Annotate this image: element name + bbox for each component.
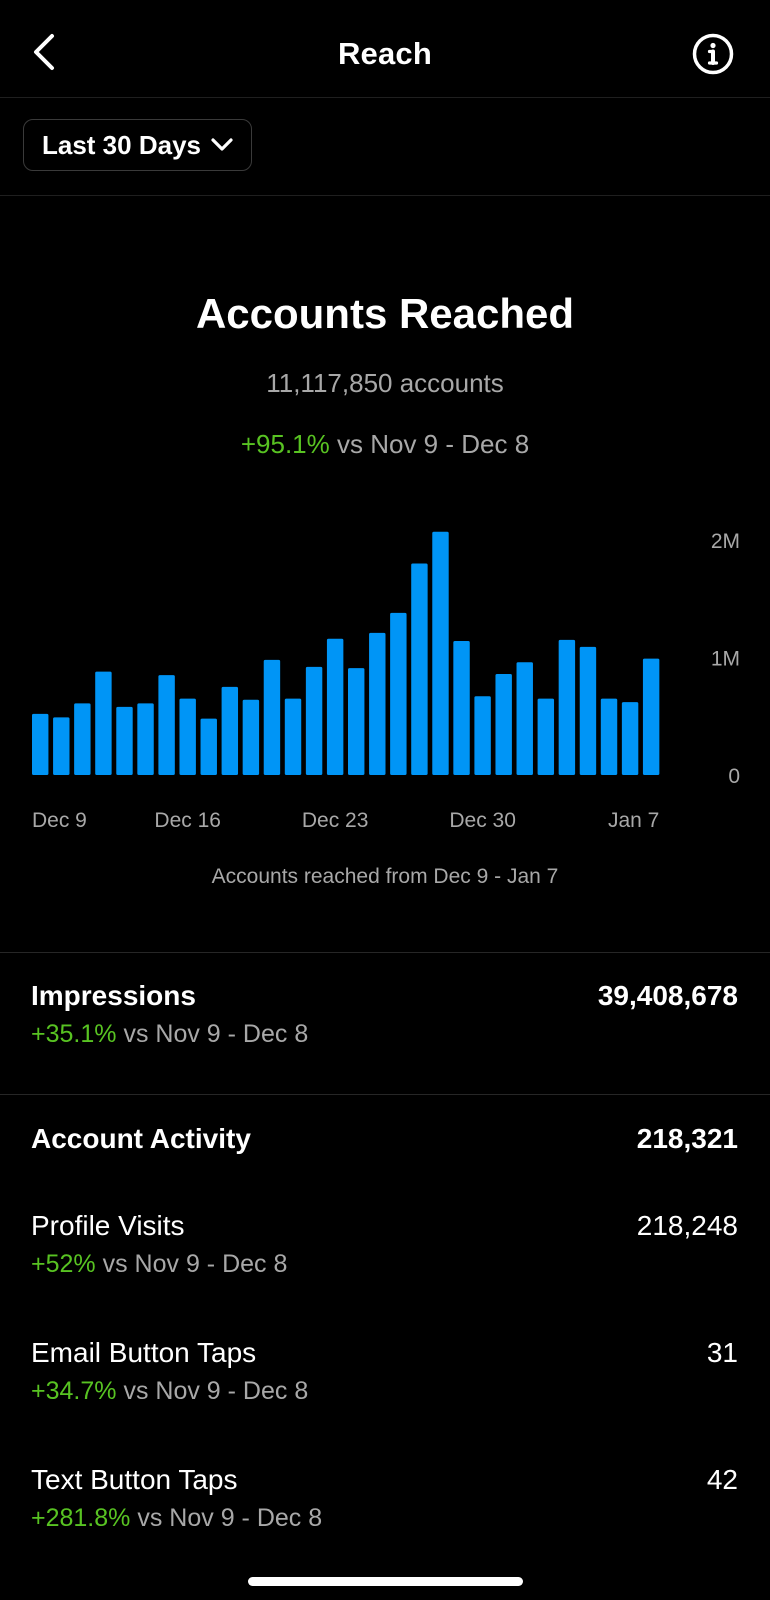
chart-bar[interactable] bbox=[263, 659, 281, 775]
accounts-count: 11,117,850 accounts bbox=[266, 368, 504, 398]
chart-bar[interactable] bbox=[390, 612, 407, 775]
chart-bar[interactable] bbox=[642, 658, 660, 776]
profile-visits-row[interactable]: Profile Visits 218,248 +52% vs Nov 9 - D… bbox=[31, 1210, 738, 1279]
impressions-row[interactable]: Impressions 39,408,678 +35.1% vs Nov 9 -… bbox=[31, 980, 738, 1049]
chart-caption: Accounts reached from Dec 9 - Jan 7 bbox=[211, 865, 559, 888]
y-tick-label: 0 bbox=[728, 765, 740, 788]
chart-bar[interactable] bbox=[221, 686, 239, 776]
change-comparison: vs Nov 9 - Dec 8 bbox=[336, 429, 530, 459]
chart-bar[interactable] bbox=[305, 666, 323, 775]
summary-change: +95.1% vs Nov 9 - Dec 8 bbox=[0, 429, 770, 460]
chart-bar[interactable] bbox=[495, 673, 512, 775]
x-tick-label: Dec 9 bbox=[32, 809, 87, 832]
chart-bar[interactable] bbox=[369, 632, 386, 775]
profile-visits-label: Profile Visits bbox=[31, 1210, 185, 1241]
y-tick-label: 1M bbox=[711, 648, 740, 671]
reach-bar-chart: 2M 1M 0 Dec 9 Dec 16 Dec 23 Dec 30 Jan 7 Accoun… bbox=[0, 520, 770, 900]
x-tick-label: Dec 16 bbox=[154, 809, 221, 832]
chart-bar[interactable] bbox=[179, 698, 196, 776]
divider bbox=[0, 1094, 770, 1095]
email-button-taps-row[interactable]: Email Button Taps 31 +34.7% vs Nov 9 - D… bbox=[31, 1337, 738, 1406]
chart-bar[interactable] bbox=[348, 668, 365, 775]
email-button-taps-change: +34.7% vs Nov 9 - Dec 8 bbox=[31, 1377, 738, 1406]
chart-bar[interactable] bbox=[474, 696, 491, 775]
profile-visits-change: +52% vs Nov 9 - Dec 8 bbox=[31, 1250, 738, 1279]
info-button[interactable] bbox=[692, 33, 734, 75]
date-range-dropdown[interactable]: Last 30 Days bbox=[23, 119, 252, 171]
chart-bar[interactable] bbox=[158, 675, 175, 776]
chart-bar[interactable] bbox=[537, 698, 555, 776]
chart-bar[interactable] bbox=[516, 662, 533, 775]
page-title: Reach bbox=[337, 36, 433, 71]
date-range-label: Last 30 Days bbox=[42, 129, 201, 160]
impressions-value: 39,408,678 bbox=[597, 980, 738, 1011]
x-tick-label: Dec 30 bbox=[449, 809, 516, 832]
email-button-taps-label: Email Button Taps bbox=[31, 1337, 257, 1368]
chart-bar[interactable] bbox=[453, 641, 470, 775]
chart-bar[interactable] bbox=[621, 702, 639, 775]
chart-bar[interactable] bbox=[32, 713, 49, 775]
text-button-taps-change-percent: +281.8% bbox=[31, 1504, 131, 1532]
impressions-change-percent: +35.1% bbox=[31, 1020, 117, 1048]
filter-bar: Last 30 Days bbox=[0, 98, 770, 196]
chevron-down-icon bbox=[211, 138, 233, 151]
text-button-taps-change-comparison: vs Nov 9 - Dec 8 bbox=[137, 1504, 323, 1532]
back-button[interactable] bbox=[28, 30, 68, 74]
chart-bar[interactable] bbox=[432, 531, 449, 775]
info-circle-icon bbox=[692, 33, 734, 75]
email-button-taps-change-percent: +34.7% bbox=[31, 1377, 117, 1405]
account-activity-header: Account Activity 218,321 bbox=[31, 1123, 738, 1155]
text-button-taps-value: 42 bbox=[706, 1464, 738, 1495]
impressions-change: +35.1% vs Nov 9 - Dec 8 bbox=[31, 1020, 738, 1049]
chart-bar[interactable] bbox=[242, 699, 260, 775]
summary-title: Accounts Reached bbox=[195, 290, 575, 337]
chart-bar[interactable] bbox=[600, 698, 618, 776]
account-activity-value: 218,321 bbox=[636, 1123, 738, 1154]
profile-visits-change-percent: +52% bbox=[31, 1250, 96, 1278]
text-button-taps-change: +281.8% vs Nov 9 - Dec 8 bbox=[31, 1504, 738, 1533]
email-button-taps-value: 31 bbox=[706, 1337, 738, 1368]
text-button-taps-row[interactable]: Text Button Taps 42 +281.8% vs Nov 9 - D… bbox=[31, 1464, 738, 1533]
divider bbox=[0, 952, 770, 953]
chart-bar[interactable] bbox=[579, 646, 597, 775]
profile-visits-value: 218,248 bbox=[636, 1210, 738, 1241]
top-nav-bar: Reach bbox=[0, 0, 770, 98]
x-tick-label: Jan 7 bbox=[608, 809, 659, 832]
chevron-left-icon bbox=[34, 34, 54, 70]
profile-visits-change-comparison: vs Nov 9 - Dec 8 bbox=[102, 1250, 288, 1278]
impressions-change-comparison: vs Nov 9 - Dec 8 bbox=[123, 1020, 309, 1048]
chart-bar[interactable] bbox=[326, 638, 344, 775]
chart-bar[interactable] bbox=[411, 563, 428, 776]
change-percent: +95.1% bbox=[240, 429, 330, 459]
chart-bar[interactable] bbox=[116, 706, 133, 775]
chart-svg: 2M 1M 0 Dec 9 Dec 16 Dec 23 Dec 30 Jan 7 bbox=[32, 530, 740, 832]
chart-bar[interactable] bbox=[137, 703, 154, 775]
impressions-label: Impressions bbox=[31, 980, 196, 1011]
email-button-taps-change-comparison: vs Nov 9 - Dec 8 bbox=[123, 1377, 309, 1405]
account-activity-label: Account Activity bbox=[31, 1123, 251, 1154]
text-button-taps-label: Text Button Taps bbox=[31, 1464, 238, 1495]
chart-bar[interactable] bbox=[74, 703, 91, 775]
y-tick-label: 2M bbox=[711, 530, 740, 553]
x-tick-label: Dec 23 bbox=[302, 809, 369, 832]
chart-bar[interactable] bbox=[284, 698, 302, 776]
reach-summary: Accounts Reached 11,117,850 accounts +95… bbox=[0, 196, 770, 460]
home-indicator[interactable] bbox=[248, 1577, 523, 1586]
chart-bar[interactable] bbox=[95, 671, 112, 775]
chart-bar[interactable] bbox=[200, 718, 217, 775]
chart-bar[interactable] bbox=[53, 717, 70, 775]
chart-bar[interactable] bbox=[558, 639, 576, 776]
